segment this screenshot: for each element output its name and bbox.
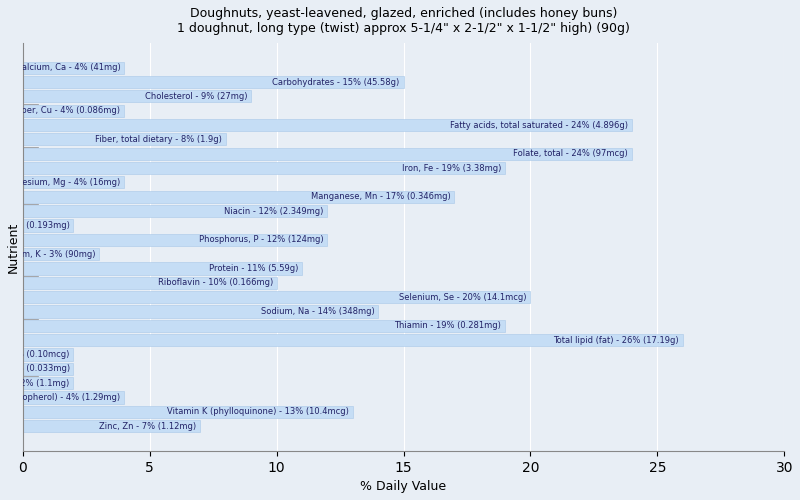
Text: Carbohydrates - 15% (45.58g): Carbohydrates - 15% (45.58g) <box>273 78 400 86</box>
Text: Sodium, Na - 14% (348mg): Sodium, Na - 14% (348mg) <box>261 307 374 316</box>
Text: Zinc, Zn - 7% (1.12mg): Zinc, Zn - 7% (1.12mg) <box>99 422 197 430</box>
Text: Copper, Cu - 4% (0.086mg): Copper, Cu - 4% (0.086mg) <box>6 106 121 115</box>
Text: Vitamin C, total ascorbic acid - 2% (1.1mg): Vitamin C, total ascorbic acid - 2% (1.1… <box>0 378 70 388</box>
Bar <box>22 320 505 332</box>
Bar <box>22 334 682 346</box>
Text: Vitamin E (alpha-tocopherol) - 4% (1.29mg): Vitamin E (alpha-tocopherol) - 4% (1.29m… <box>0 393 121 402</box>
Text: Vitamin B-12 - 2% (0.10mcg): Vitamin B-12 - 2% (0.10mcg) <box>0 350 70 359</box>
Text: Vitamin B-6 - 2% (0.033mg): Vitamin B-6 - 2% (0.033mg) <box>0 364 70 374</box>
Text: Riboflavin - 10% (0.166mg): Riboflavin - 10% (0.166mg) <box>158 278 273 287</box>
Text: Fiber, total dietary - 8% (1.9g): Fiber, total dietary - 8% (1.9g) <box>95 135 222 144</box>
Text: Selenium, Se - 20% (14.1mcg): Selenium, Se - 20% (14.1mcg) <box>399 292 526 302</box>
Text: Potassium, K - 3% (90mg): Potassium, K - 3% (90mg) <box>0 250 95 258</box>
Bar <box>22 420 201 432</box>
Bar <box>22 148 632 160</box>
Bar <box>22 162 505 174</box>
Bar <box>22 306 378 318</box>
Text: Vitamin K (phylloquinone) - 13% (10.4mcg): Vitamin K (phylloquinone) - 13% (10.4mcg… <box>167 408 349 416</box>
Bar <box>22 362 74 375</box>
Text: Folate, total - 24% (97mcg): Folate, total - 24% (97mcg) <box>514 149 628 158</box>
Bar <box>22 262 302 274</box>
Bar <box>22 248 99 260</box>
Bar <box>22 234 327 246</box>
Bar <box>22 90 251 102</box>
Text: Calcium, Ca - 4% (41mg): Calcium, Ca - 4% (41mg) <box>16 63 121 72</box>
Text: Protein - 11% (5.59g): Protein - 11% (5.59g) <box>209 264 298 273</box>
Bar <box>22 205 327 217</box>
Text: Iron, Fe - 19% (3.38mg): Iron, Fe - 19% (3.38mg) <box>402 164 502 172</box>
Text: Manganese, Mn - 17% (0.346mg): Manganese, Mn - 17% (0.346mg) <box>310 192 450 201</box>
Title: Doughnuts, yeast-leavened, glazed, enriched (includes honey buns)
1 doughnut, lo: Doughnuts, yeast-leavened, glazed, enric… <box>177 7 630 35</box>
Bar <box>22 291 530 303</box>
Text: Pantothenic acid - 2% (0.193mg): Pantothenic acid - 2% (0.193mg) <box>0 221 70 230</box>
Bar <box>22 176 124 188</box>
Bar <box>22 119 632 131</box>
Bar <box>22 76 403 88</box>
Bar <box>22 62 124 74</box>
Bar <box>22 276 277 289</box>
Text: Magnesium, Mg - 4% (16mg): Magnesium, Mg - 4% (16mg) <box>0 178 121 187</box>
Text: Cholesterol - 9% (27mg): Cholesterol - 9% (27mg) <box>145 92 247 101</box>
Y-axis label: Nutrient: Nutrient <box>7 222 20 272</box>
Text: Fatty acids, total saturated - 24% (4.896g): Fatty acids, total saturated - 24% (4.89… <box>450 120 628 130</box>
Bar <box>22 104 124 117</box>
Bar <box>22 134 226 145</box>
Bar <box>22 190 454 203</box>
Text: Phosphorus, P - 12% (124mg): Phosphorus, P - 12% (124mg) <box>199 235 323 244</box>
Text: Total lipid (fat) - 26% (17.19g): Total lipid (fat) - 26% (17.19g) <box>554 336 679 344</box>
Text: Thiamin - 19% (0.281mg): Thiamin - 19% (0.281mg) <box>394 322 502 330</box>
Bar <box>22 348 74 360</box>
Bar <box>22 220 74 232</box>
X-axis label: % Daily Value: % Daily Value <box>361 480 446 493</box>
Bar <box>22 377 74 389</box>
Bar <box>22 392 124 404</box>
Text: Niacin - 12% (2.349mg): Niacin - 12% (2.349mg) <box>224 206 323 216</box>
Bar <box>22 406 353 418</box>
